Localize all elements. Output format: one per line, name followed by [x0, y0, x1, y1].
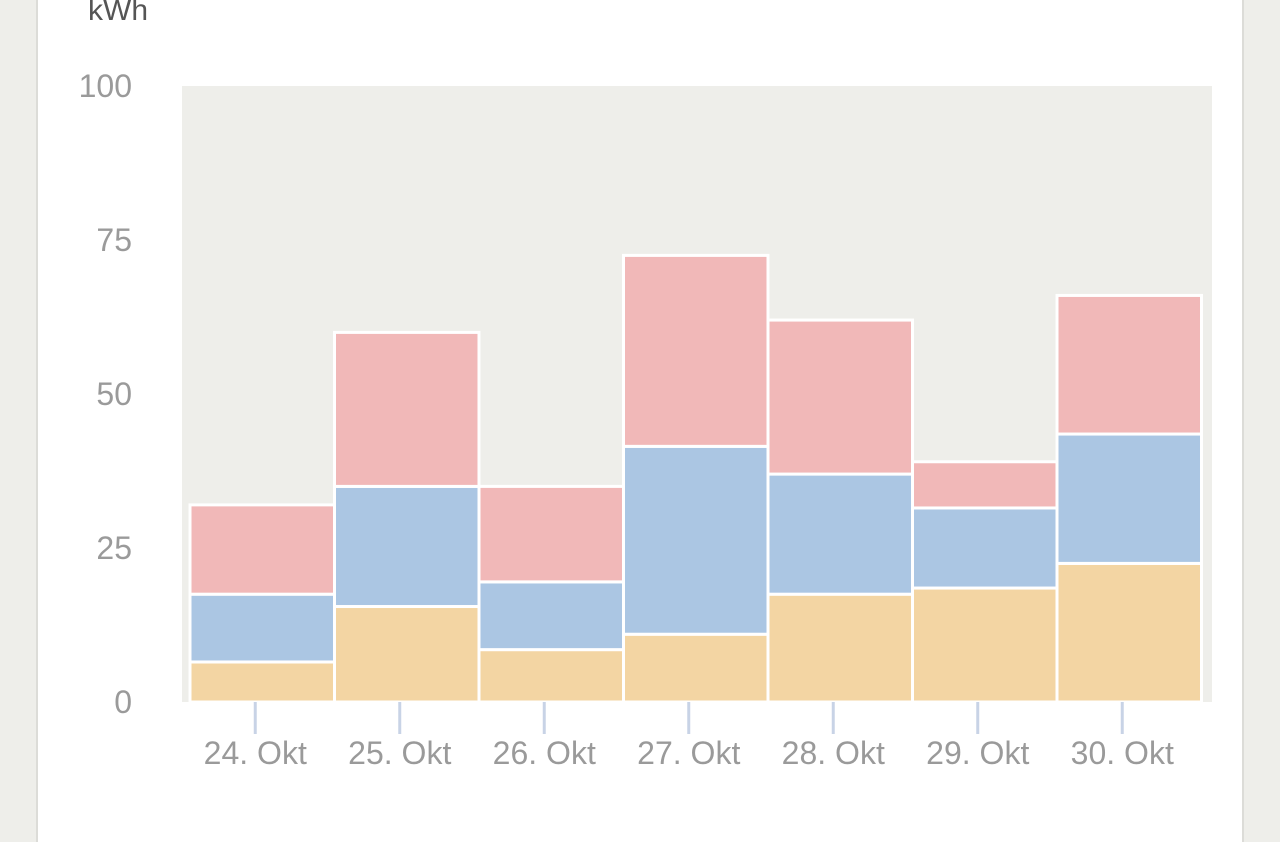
- bar-segment-5-1[interactable]: [766, 592, 914, 704]
- y-tick-label: 50: [96, 376, 132, 412]
- y-axis-unit-label: kWh: [88, 0, 148, 27]
- bar-segment-7-2[interactable]: [1055, 432, 1203, 565]
- y-tick-label: 100: [79, 68, 132, 104]
- bar-segment-7-3[interactable]: [1055, 293, 1203, 436]
- bar-segment-4-1[interactable]: [622, 632, 770, 704]
- bar-segment-1-2[interactable]: [188, 592, 336, 664]
- bar-segment-4-3[interactable]: [622, 253, 770, 448]
- y-tick-label: 25: [96, 530, 132, 566]
- x-tick-label: 26. Okt: [493, 735, 596, 771]
- x-tick-label: 27. Okt: [637, 735, 740, 771]
- bar-segment-3-2[interactable]: [477, 580, 625, 652]
- x-axis-ticks: 24. Okt 25. Okt 26. Okt 27. Okt 28. Okt 29. O…: [204, 702, 1174, 771]
- bar-segment-2-3[interactable]: [333, 330, 481, 488]
- chart-card: kWh 0 25 50 75 100 24. Okt 25. Okt 26. Okt 27. …: [36, 0, 1244, 842]
- bars-group: [188, 253, 1203, 704]
- x-tick-label: 24. Okt: [204, 735, 307, 771]
- y-axis-ticks: 0 25 50 75 100: [79, 68, 132, 720]
- bar-segment-4-2[interactable]: [622, 444, 770, 636]
- bar-segment-3-1[interactable]: [477, 648, 625, 704]
- y-tick-label: 75: [96, 222, 132, 258]
- x-tick-label: 25. Okt: [348, 735, 451, 771]
- bar-segment-1-1[interactable]: [188, 660, 336, 704]
- bar-segment-1-3[interactable]: [188, 503, 336, 596]
- bar-segment-5-3[interactable]: [766, 318, 914, 476]
- bar-segment-2-1[interactable]: [333, 605, 481, 704]
- x-tick-label: 29. Okt: [926, 735, 1029, 771]
- bar-segment-6-2[interactable]: [911, 506, 1059, 590]
- y-tick-label: 0: [114, 684, 132, 720]
- bar-segment-2-2[interactable]: [333, 484, 481, 609]
- x-tick-label: 30. Okt: [1071, 735, 1174, 771]
- bar-segment-7-1[interactable]: [1055, 561, 1203, 704]
- bar-segment-6-3[interactable]: [911, 460, 1059, 510]
- bar-segment-3-3[interactable]: [477, 484, 625, 584]
- stacked-bar-chart: kWh 0 25 50 75 100 24. Okt 25. Okt 26. Okt 27. …: [79, 0, 1212, 771]
- bar-segment-6-1[interactable]: [911, 586, 1059, 704]
- x-tick-label: 28. Okt: [782, 735, 885, 771]
- bar-segment-5-2[interactable]: [766, 472, 914, 596]
